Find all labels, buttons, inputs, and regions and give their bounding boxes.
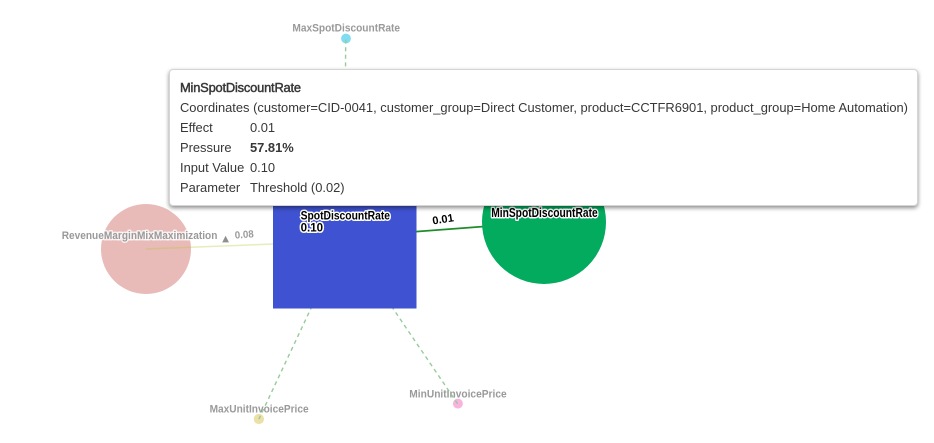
svg-text:MinSpotDiscountRate: MinSpotDiscountRate (491, 206, 598, 220)
svg-text:RevenueMarginMixMaximization: RevenueMarginMixMaximization (62, 230, 218, 242)
svg-text:SpotDiscountRate: SpotDiscountRate (301, 211, 390, 223)
svg-text:MinUnitInvoicePrice: MinUnitInvoicePrice (409, 389, 506, 401)
svg-text:0.01: 0.01 (432, 212, 455, 227)
svg-text:MaxUnitInvoicePrice: MaxUnitInvoicePrice (210, 404, 309, 416)
svg-text:0.10: 0.10 (301, 222, 324, 234)
svg-text:MaxSpotDiscountRate: MaxSpotDiscountRate (292, 22, 400, 34)
svg-text:0.08: 0.08 (234, 229, 254, 241)
